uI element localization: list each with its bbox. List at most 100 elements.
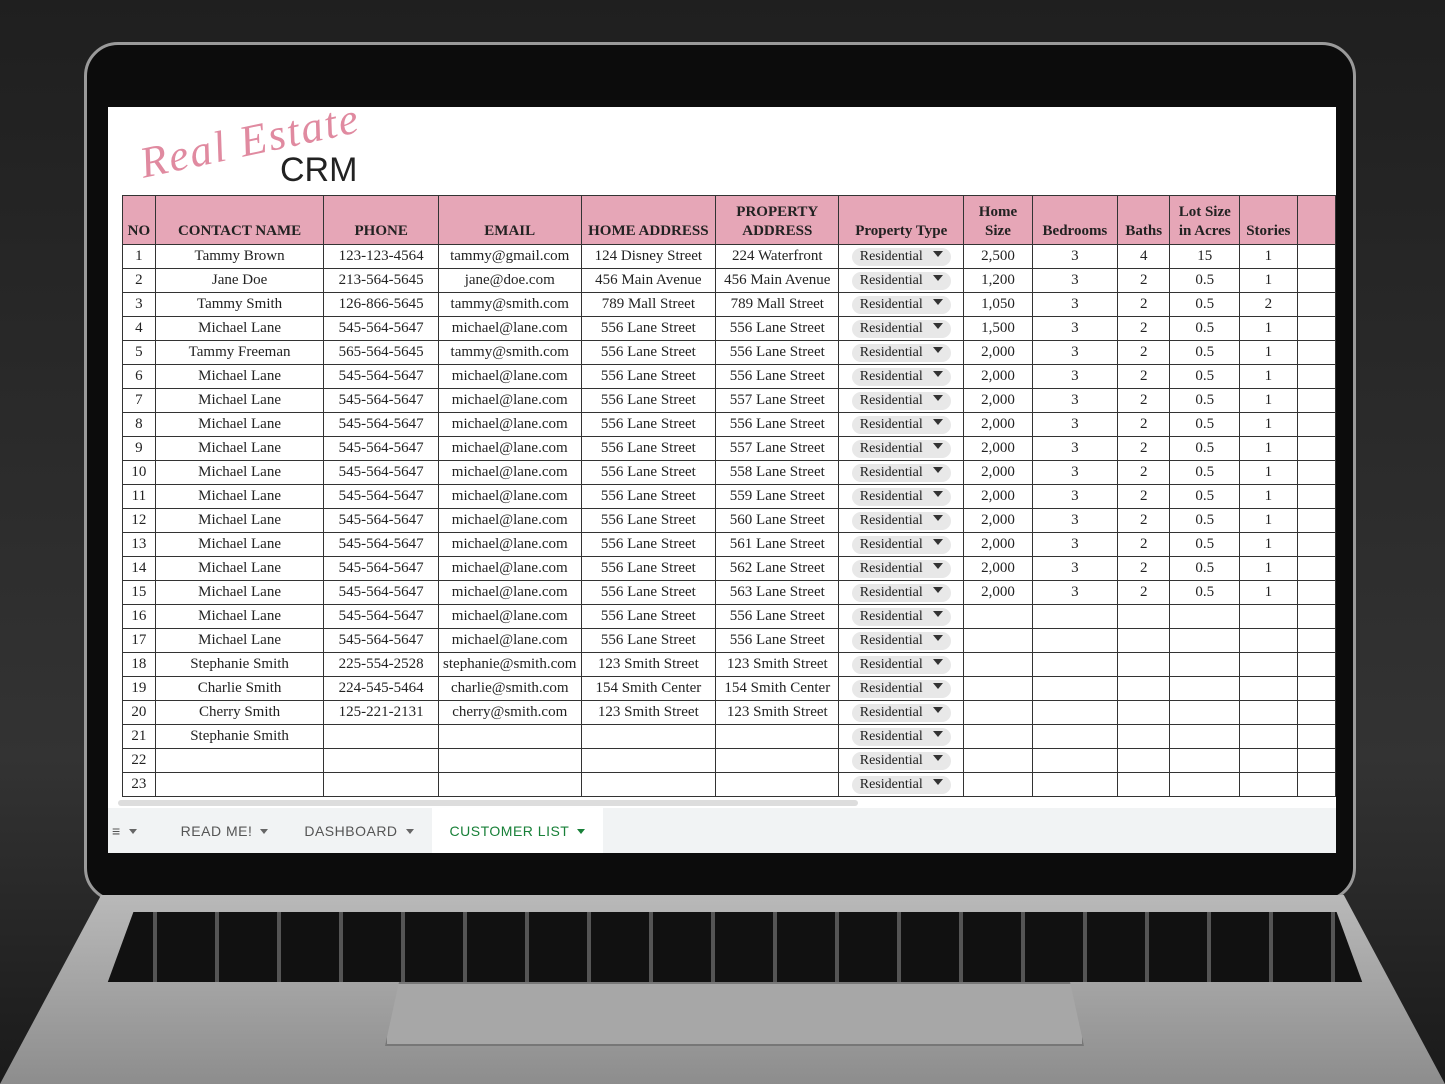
table-cell: 2	[1117, 580, 1171, 605]
table-cell	[1031, 748, 1119, 773]
property-type-dropdown[interactable]: Residential	[851, 295, 951, 314]
table-cell: 1	[1239, 364, 1298, 389]
table-cell: 3	[1031, 340, 1119, 365]
table-cell: 14	[122, 556, 156, 581]
table-cell: 16	[122, 604, 156, 629]
table-cell: 3	[1031, 292, 1119, 317]
table-cell: michael@lane.com	[437, 484, 582, 509]
table-cell	[1169, 604, 1241, 629]
table-cell: 123 Smith Street	[580, 652, 717, 677]
property-type-dropdown[interactable]: Residential	[851, 583, 951, 602]
table-cell	[580, 772, 717, 797]
table-cell	[1117, 628, 1171, 653]
property-type-dropdown[interactable]: Residential	[851, 775, 951, 794]
property-type-dropdown[interactable]: Residential	[851, 511, 951, 530]
property-type-dropdown[interactable]: Residential	[851, 679, 951, 698]
table-cell: Tammy Freeman	[154, 340, 325, 365]
table-cell: 0.5	[1169, 508, 1241, 533]
property-type-dropdown[interactable]: Residential	[851, 439, 951, 458]
table-cell: Residential	[838, 460, 965, 485]
table-cell-overflow	[1296, 676, 1336, 701]
table-cell: 2,000	[963, 580, 1033, 605]
table-cell: 545-564-5647	[323, 412, 439, 437]
table-cell-overflow	[1296, 412, 1336, 437]
table-row: 23 Residential	[122, 772, 1336, 797]
property-type-dropdown[interactable]: Residential	[851, 655, 951, 674]
table-cell: 1,200	[963, 268, 1033, 293]
table-cell: 2,000	[963, 436, 1033, 461]
property-type-dropdown[interactable]: Residential	[851, 487, 951, 506]
table-cell	[1117, 748, 1171, 773]
table-cell	[1117, 772, 1171, 797]
property-type-dropdown[interactable]: Residential	[851, 751, 951, 770]
table-cell: michael@lane.com	[437, 628, 582, 653]
property-type-dropdown[interactable]: Residential	[851, 535, 951, 554]
table-cell: 3	[1031, 412, 1119, 437]
property-type-dropdown[interactable]: Residential	[851, 343, 951, 362]
column-header: Baths	[1117, 195, 1171, 245]
property-type-dropdown[interactable]: Residential	[851, 367, 951, 386]
table-cell	[1169, 700, 1241, 725]
table-cell	[963, 748, 1033, 773]
property-type-dropdown[interactable]: Residential	[851, 703, 951, 722]
sheet-tab[interactable]: CUSTOMER LIST	[431, 808, 604, 853]
table-cell: 154 Smith Center	[580, 676, 717, 701]
property-type-dropdown[interactable]: Residential	[851, 631, 951, 650]
table-cell-overflow	[1296, 316, 1336, 341]
table-cell: 13	[122, 532, 156, 557]
table-cell	[1031, 700, 1119, 725]
column-header: Home Size	[963, 195, 1033, 245]
table-cell: 3	[1031, 580, 1119, 605]
table-cell: Residential	[838, 436, 965, 461]
table-cell: 8	[122, 412, 156, 437]
table-cell: 1	[1239, 556, 1298, 581]
table-cell	[1239, 700, 1298, 725]
table-row: 18 Stephanie Smith 225-554-2528 stephanie@s…	[122, 652, 1336, 677]
column-header: Stories	[1239, 195, 1298, 245]
table-cell	[1239, 652, 1298, 677]
table-cell: Michael Lane	[154, 412, 325, 437]
property-type-dropdown[interactable]: Residential	[851, 607, 951, 626]
table-cell	[1031, 652, 1119, 677]
property-type-dropdown[interactable]: Residential	[851, 247, 951, 266]
table-cell: 556 Lane Street	[715, 412, 840, 437]
horizontal-scrollbar[interactable]	[118, 800, 858, 806]
table-cell: 545-564-5647	[323, 436, 439, 461]
table-cell: 123 Smith Street	[715, 700, 840, 725]
table-cell: Residential	[838, 316, 965, 341]
table-cell: 21	[122, 724, 156, 749]
table-cell: 545-564-5647	[323, 388, 439, 413]
table-cell: 4	[1117, 244, 1171, 269]
table-cell	[1031, 724, 1119, 749]
table-cell: 9	[122, 436, 156, 461]
sheet-menu[interactable]: ≡	[108, 808, 163, 853]
table-cell: 15	[122, 580, 156, 605]
property-type-dropdown[interactable]: Residential	[851, 559, 951, 578]
property-type-dropdown[interactable]: Residential	[851, 463, 951, 482]
table-cell: 556 Lane Street	[580, 532, 717, 557]
table-cell: Residential	[838, 604, 965, 629]
table-cell: 2,000	[963, 556, 1033, 581]
table-cell	[1031, 772, 1119, 797]
table-cell: 556 Lane Street	[715, 628, 840, 653]
property-type-dropdown[interactable]: Residential	[851, 727, 951, 746]
column-header: CONTACT NAME	[154, 195, 325, 245]
table-cell	[1031, 628, 1119, 653]
sheet-tab[interactable]: DASHBOARD	[286, 808, 431, 853]
table-cell: Michael Lane	[154, 532, 325, 557]
table-cell: Residential	[838, 628, 965, 653]
table-cell: 2	[1239, 292, 1298, 317]
table-cell: 224 Waterfront	[715, 244, 840, 269]
table-cell: 789 Mall Street	[580, 292, 717, 317]
table-cell: Michael Lane	[154, 628, 325, 653]
sheet-tab[interactable]: READ ME!	[163, 808, 287, 853]
property-type-dropdown[interactable]: Residential	[851, 319, 951, 338]
table-cell: 2	[1117, 508, 1171, 533]
property-type-dropdown[interactable]: Residential	[851, 391, 951, 410]
property-type-dropdown[interactable]: Residential	[851, 271, 951, 290]
table-cell-overflow	[1296, 340, 1336, 365]
table-cell: 545-564-5647	[323, 556, 439, 581]
table-cell-overflow	[1296, 724, 1336, 749]
property-type-dropdown[interactable]: Residential	[851, 415, 951, 434]
